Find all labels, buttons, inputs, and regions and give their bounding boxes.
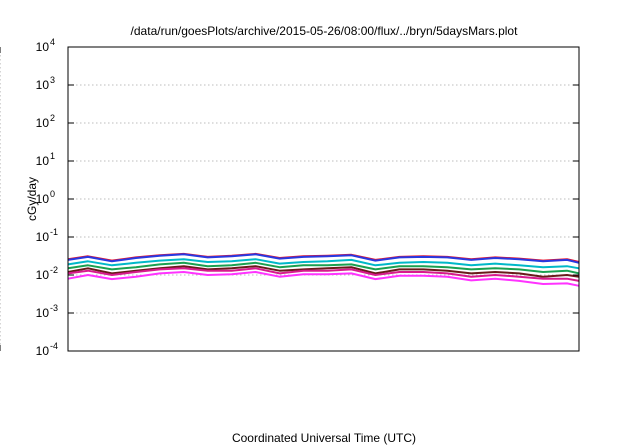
y-tick-label: 10-1 — [36, 227, 58, 244]
y-tick-label: 103 — [36, 75, 55, 92]
y-axis-label: cGy/day — [25, 177, 39, 221]
series-line-7 — [67, 271, 580, 287]
series-line-4 — [67, 261, 580, 275]
y-tick-label: 10-2 — [36, 265, 58, 282]
series-line-6 — [67, 267, 580, 282]
chart-title: /data/run/goesPlots/archive/2015-05-26/0… — [131, 24, 519, 38]
x-axis-label: Coordinated Universal Time (UTC) — [232, 431, 416, 445]
y-tick-label: 101 — [36, 151, 55, 168]
y-tick-label: 102 — [36, 113, 55, 130]
series-line-5 — [67, 265, 580, 278]
y-tick-label: 10-4 — [36, 341, 58, 358]
y-tick-label: 104 — [36, 37, 55, 54]
series-line-3 — [67, 258, 580, 270]
grid — [0, 47, 579, 351]
series-line-2 — [67, 253, 580, 264]
plot-series — [67, 252, 580, 287]
y-tick-label: 10-3 — [36, 303, 58, 320]
